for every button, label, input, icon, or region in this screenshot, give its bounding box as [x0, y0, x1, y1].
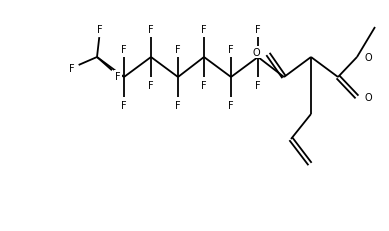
Text: F: F	[121, 100, 127, 110]
Text: F: F	[201, 81, 207, 91]
Text: F: F	[148, 81, 154, 91]
Text: F: F	[228, 45, 234, 55]
Text: F: F	[121, 45, 127, 55]
Text: O: O	[365, 53, 373, 63]
Text: O: O	[365, 93, 373, 103]
Text: F: F	[115, 71, 121, 81]
Text: F: F	[97, 25, 103, 35]
Text: F: F	[255, 81, 261, 91]
Text: O: O	[252, 48, 260, 58]
Text: F: F	[175, 45, 181, 55]
Text: F: F	[255, 25, 261, 35]
Text: F: F	[68, 64, 74, 74]
Text: F: F	[201, 25, 207, 35]
Text: F: F	[175, 100, 181, 110]
Text: F: F	[148, 25, 154, 35]
Text: F: F	[228, 100, 234, 110]
